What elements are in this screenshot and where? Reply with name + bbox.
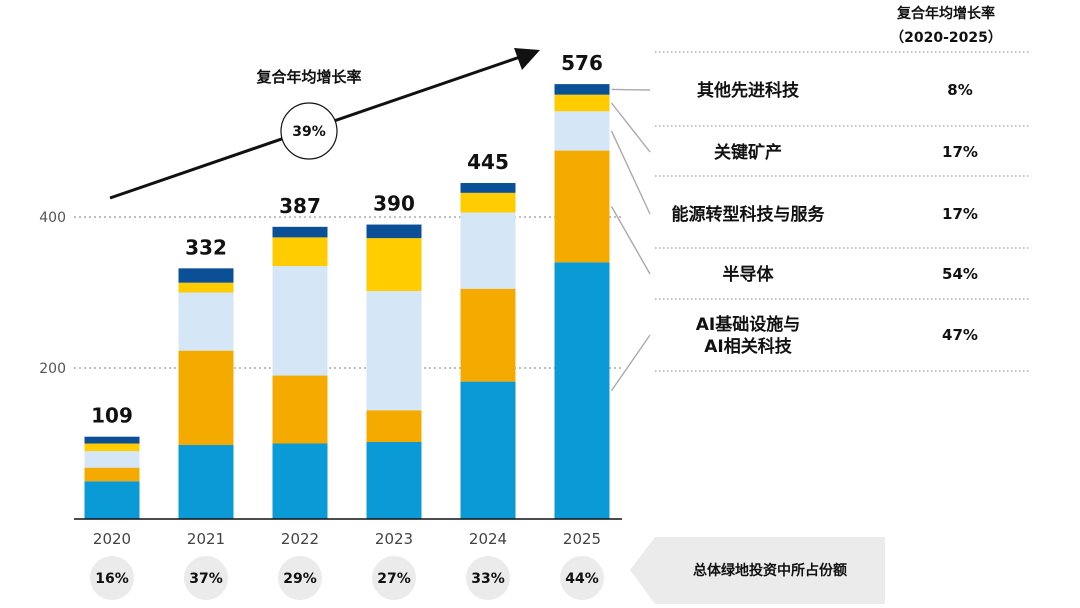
x-tick-label: 2021 xyxy=(187,530,225,548)
x-tick-label: 2020 xyxy=(93,530,131,548)
share-circle xyxy=(466,556,510,600)
share-label: 16% xyxy=(95,571,129,587)
legend-header-line-2: （2020-2025） xyxy=(890,30,1002,46)
bar-total-label: 576 xyxy=(561,51,603,75)
bar-segment-2020-1 xyxy=(84,467,140,482)
bar-segment-2023-4 xyxy=(366,224,422,239)
bar-segment-2021-3 xyxy=(178,282,234,293)
share-circle xyxy=(90,556,134,600)
legend-item-cagr: 17% xyxy=(942,143,978,161)
legend-item-cagr: 47% xyxy=(942,326,978,344)
legend-item-label: AI基础设施与 xyxy=(696,314,800,335)
bar-segment-2023-3 xyxy=(366,238,422,291)
legend-item-label: 其他先进科技 xyxy=(697,80,800,101)
bar-segment-2022-3 xyxy=(272,237,328,267)
share-label: 29% xyxy=(283,571,317,587)
share-label: 44% xyxy=(565,571,599,587)
bar-segment-2024-2 xyxy=(460,212,516,289)
legend-item-label: AI相关科技 xyxy=(704,336,792,357)
bar-segment-2024-3 xyxy=(460,192,516,213)
share-label: 27% xyxy=(377,571,411,587)
bar-labels: 109 2020 16% 332 2021 37% 387 2022 29% 390 2023 27%… xyxy=(90,51,604,600)
x-tick-label: 2024 xyxy=(469,530,507,548)
bar-segment-2021-0 xyxy=(178,445,234,519)
legend-item-label: 半导体 xyxy=(723,264,775,285)
bar-total-label: 445 xyxy=(467,150,509,174)
bar-segment-2021-1 xyxy=(178,350,234,446)
y-tick-label: 200 xyxy=(39,361,66,377)
footer-arrow-box xyxy=(630,537,885,604)
legend-connector xyxy=(610,206,651,275)
footer-share-label: 总体绿地投资中所占份额 xyxy=(630,537,885,604)
legend-header-line-1: 复合年均增长率 xyxy=(896,5,995,22)
y-tick-label: 400 xyxy=(39,210,66,226)
bar-segment-2020-3 xyxy=(84,443,140,452)
bar-segment-2020-0 xyxy=(84,481,140,519)
growth-arrow-head xyxy=(514,48,540,70)
bar-segment-2021-2 xyxy=(178,292,234,351)
bar-segment-2024-4 xyxy=(460,183,516,193)
arrow-cagr-title: 复合年均增长率 xyxy=(255,68,361,86)
bar-segment-2020-4 xyxy=(84,436,140,444)
share-circle xyxy=(372,556,416,600)
bar-segment-2021-4 xyxy=(178,268,234,283)
legend-connector xyxy=(610,130,651,215)
bar-segment-2025-2 xyxy=(554,111,610,151)
bar-segment-2023-0 xyxy=(366,441,422,519)
share-label: 33% xyxy=(471,571,505,587)
bar-segment-2023-1 xyxy=(366,410,422,442)
legend-connector xyxy=(611,88,651,91)
footer-share-text: 总体绿地投资中所占份额 xyxy=(693,562,847,579)
bar-segment-2022-4 xyxy=(272,226,328,238)
bar-total-label: 390 xyxy=(373,192,415,216)
legend-item-label: 能源转型科技与服务 xyxy=(672,204,826,225)
x-tick-label: 2025 xyxy=(563,530,601,548)
legend-connector xyxy=(610,334,651,392)
bar-segment-2025-0 xyxy=(554,262,610,519)
arrow-cagr-value: 39% xyxy=(292,124,326,140)
bar-segment-2024-1 xyxy=(460,288,516,382)
share-circle xyxy=(278,556,322,600)
legend-item-cagr: 17% xyxy=(942,205,978,223)
gridlines: 200 400 xyxy=(39,210,622,377)
bar-segment-2025-1 xyxy=(554,150,610,263)
bar-total-label: 332 xyxy=(185,235,227,259)
bar-segment-2022-0 xyxy=(272,443,328,519)
bar-segment-2025-3 xyxy=(554,94,610,112)
legend: 复合年均增长率 （2020-2025） 其他先进科技 8% 关键矿产 17% 能源转型科… xyxy=(610,5,1030,392)
share-circle xyxy=(560,556,604,600)
legend-connector xyxy=(610,102,651,153)
cagr-arrow-annotation: 复合年均增长率 39% xyxy=(109,48,540,200)
bar-total-label: 387 xyxy=(279,194,321,218)
legend-item-label: 关键矿产 xyxy=(714,142,782,163)
x-tick-label: 2023 xyxy=(375,530,413,548)
share-circle xyxy=(184,556,228,600)
x-tick-label: 2022 xyxy=(281,530,319,548)
arrow-cagr-circle xyxy=(280,102,338,160)
share-label: 37% xyxy=(189,571,223,587)
bar-segment-2024-0 xyxy=(460,381,516,519)
bar-segment-2022-1 xyxy=(272,375,328,444)
bar-segment-2025-4 xyxy=(554,84,610,95)
legend-item-cagr: 8% xyxy=(947,81,972,99)
bar-segment-2023-2 xyxy=(366,290,422,411)
stacked-bars xyxy=(84,84,610,519)
bar-segment-2022-2 xyxy=(272,266,328,376)
legend-item-cagr: 54% xyxy=(942,265,978,283)
bar-segment-2020-2 xyxy=(84,451,140,468)
bar-total-label: 109 xyxy=(91,404,133,428)
